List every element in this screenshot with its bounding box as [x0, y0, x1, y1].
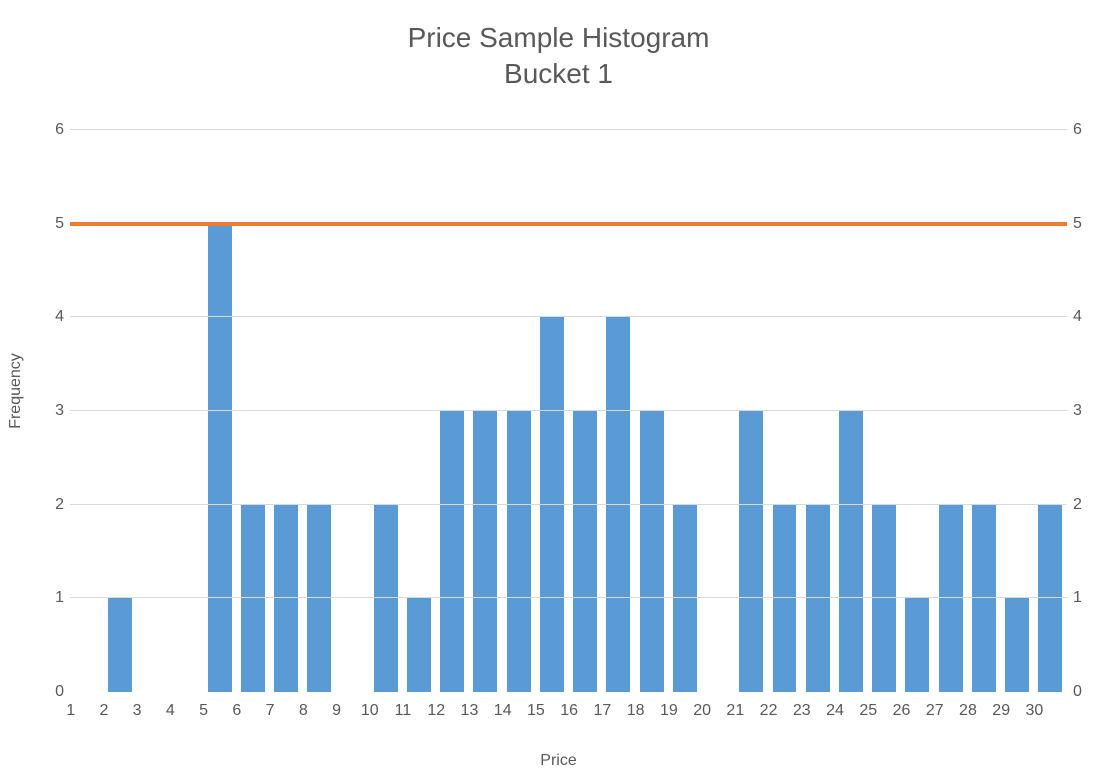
x-tick: 28 — [959, 702, 977, 720]
x-tick: 26 — [893, 702, 911, 720]
x-tick: 15 — [527, 702, 545, 720]
gridline — [70, 597, 1067, 598]
gridline — [70, 316, 1067, 317]
gridline — [70, 129, 1067, 130]
y-tick-left: 6 — [40, 121, 64, 139]
plot-area: 0011223344556612345678910111213141516171… — [70, 130, 1067, 692]
chart-title-line2: Bucket 1 — [504, 58, 613, 89]
x-tick: 23 — [793, 702, 811, 720]
x-tick: 8 — [299, 702, 308, 720]
y-tick-right: 6 — [1073, 121, 1097, 139]
x-tick: 20 — [693, 702, 711, 720]
gridline — [70, 504, 1067, 505]
y-tick-right: 0 — [1073, 683, 1097, 701]
y-tick-left: 5 — [40, 215, 64, 233]
x-tick: 5 — [199, 702, 208, 720]
y-axis-title: Frequency — [7, 353, 25, 429]
y-tick-left: 0 — [40, 683, 64, 701]
bar — [839, 411, 863, 692]
bar — [540, 317, 564, 692]
bar — [640, 411, 664, 692]
x-tick: 30 — [1026, 702, 1044, 720]
x-tick: 29 — [992, 702, 1010, 720]
x-tick: 27 — [926, 702, 944, 720]
x-tick: 6 — [232, 702, 241, 720]
x-tick: 17 — [593, 702, 611, 720]
bar — [108, 598, 132, 692]
x-tick: 1 — [66, 702, 75, 720]
x-tick: 18 — [627, 702, 645, 720]
x-tick: 10 — [361, 702, 379, 720]
x-tick: 14 — [494, 702, 512, 720]
bar — [573, 411, 597, 692]
y-tick-right: 2 — [1073, 496, 1097, 514]
x-tick: 4 — [166, 702, 175, 720]
y-tick-right: 4 — [1073, 308, 1097, 326]
bar — [507, 411, 531, 692]
bar — [1005, 598, 1029, 692]
reference-line — [70, 222, 1067, 226]
x-tick: 7 — [266, 702, 275, 720]
bar — [905, 598, 929, 692]
gridline — [70, 410, 1067, 411]
bar — [407, 598, 431, 692]
bar — [208, 224, 232, 692]
x-tick: 2 — [99, 702, 108, 720]
chart-title: Price Sample Histogram Bucket 1 — [0, 0, 1117, 93]
x-tick: 19 — [660, 702, 678, 720]
bars-container — [70, 130, 1067, 692]
chart-title-line1: Price Sample Histogram — [408, 22, 710, 53]
x-axis-title: Price — [540, 752, 576, 770]
y-tick-left: 3 — [40, 402, 64, 420]
y-tick-left: 1 — [40, 589, 64, 607]
x-tick: 16 — [560, 702, 578, 720]
x-tick: 11 — [395, 702, 412, 720]
y-tick-left: 4 — [40, 308, 64, 326]
x-tick: 13 — [461, 702, 479, 720]
bar — [473, 411, 497, 692]
y-tick-left: 2 — [40, 496, 64, 514]
bar — [440, 411, 464, 692]
histogram-chart: Price Sample Histogram Bucket 1 Frequenc… — [0, 0, 1117, 782]
x-tick: 25 — [859, 702, 877, 720]
y-tick-right: 1 — [1073, 589, 1097, 607]
x-tick: 22 — [760, 702, 778, 720]
x-tick: 12 — [427, 702, 445, 720]
bar — [739, 411, 763, 692]
x-tick: 9 — [332, 702, 341, 720]
x-tick: 24 — [826, 702, 844, 720]
x-tick: 21 — [726, 702, 744, 720]
x-tick: 3 — [133, 702, 142, 720]
y-tick-right: 3 — [1073, 402, 1097, 420]
bar — [606, 317, 630, 692]
y-tick-right: 5 — [1073, 215, 1097, 233]
